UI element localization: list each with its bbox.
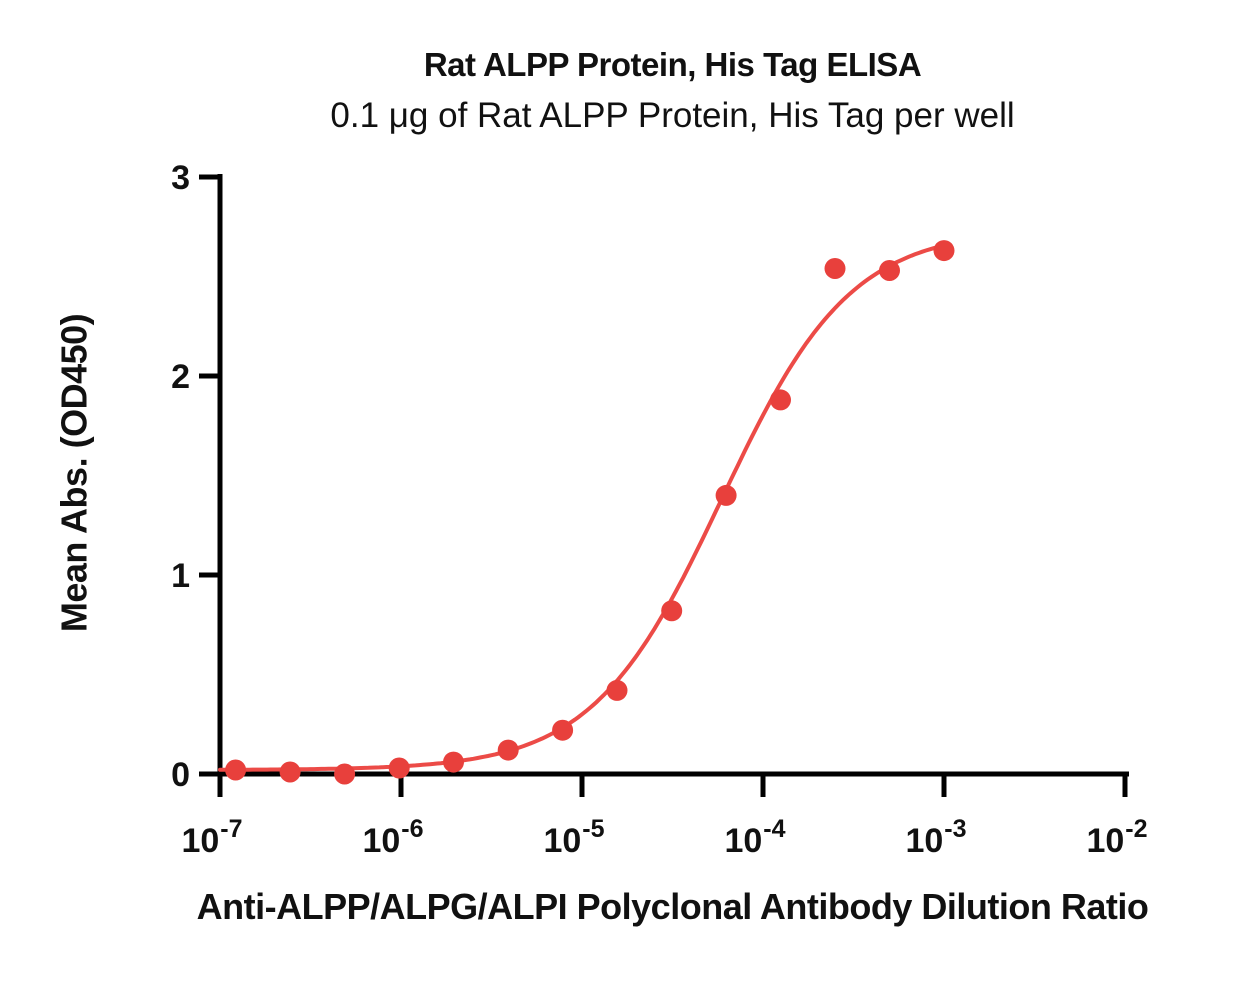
data-point [497, 739, 519, 761]
data-point [715, 484, 737, 506]
y-tick-label: 1 [171, 557, 190, 595]
data-point [334, 763, 356, 785]
y-tick-label: 3 [171, 159, 190, 197]
axes [199, 174, 1129, 797]
data-points [225, 240, 955, 785]
data-point [443, 751, 464, 773]
x-tick-label: 10-6 [362, 815, 423, 860]
chart-subtitle: 0.1 μg of Rat ALPP Protein, His Tag per … [330, 96, 1015, 135]
x-tick-label: 10-5 [543, 815, 604, 860]
data-point [824, 258, 846, 279]
data-point [770, 389, 791, 411]
data-point [279, 761, 301, 783]
x-tick-label: 10-7 [181, 815, 242, 860]
data-point [879, 260, 900, 281]
x-tick-label: 10-4 [724, 815, 785, 860]
data-point [933, 240, 955, 262]
x-axis-label: Anti-ALPP/ALPG/ALPI Polyclonal Antibody … [196, 886, 1149, 927]
x-tick-label: 10-2 [1086, 815, 1147, 860]
x-tick-label: 10-3 [905, 815, 966, 860]
data-point [661, 600, 683, 622]
y-tick-label: 0 [171, 756, 190, 794]
fit-curve [218, 243, 946, 772]
y-axis-label: Mean Abs. (OD450) [53, 313, 95, 633]
y-tick-label: 2 [171, 358, 190, 396]
chart-title: Rat ALPP Protein, His Tag ELISA [423, 46, 922, 83]
data-point [388, 757, 410, 779]
data-point [552, 719, 574, 741]
data-point [225, 759, 247, 781]
data-point [606, 679, 628, 701]
